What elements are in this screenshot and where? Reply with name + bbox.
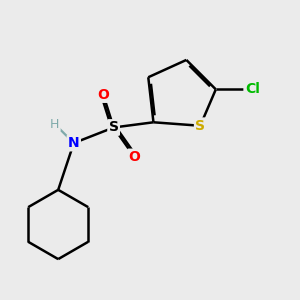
Text: O: O — [128, 150, 140, 164]
Text: H: H — [50, 118, 59, 130]
Text: O: O — [97, 88, 109, 102]
Text: N: N — [68, 136, 80, 150]
Text: S: S — [195, 119, 205, 133]
Text: S: S — [109, 121, 118, 134]
Text: Cl: Cl — [245, 82, 260, 96]
